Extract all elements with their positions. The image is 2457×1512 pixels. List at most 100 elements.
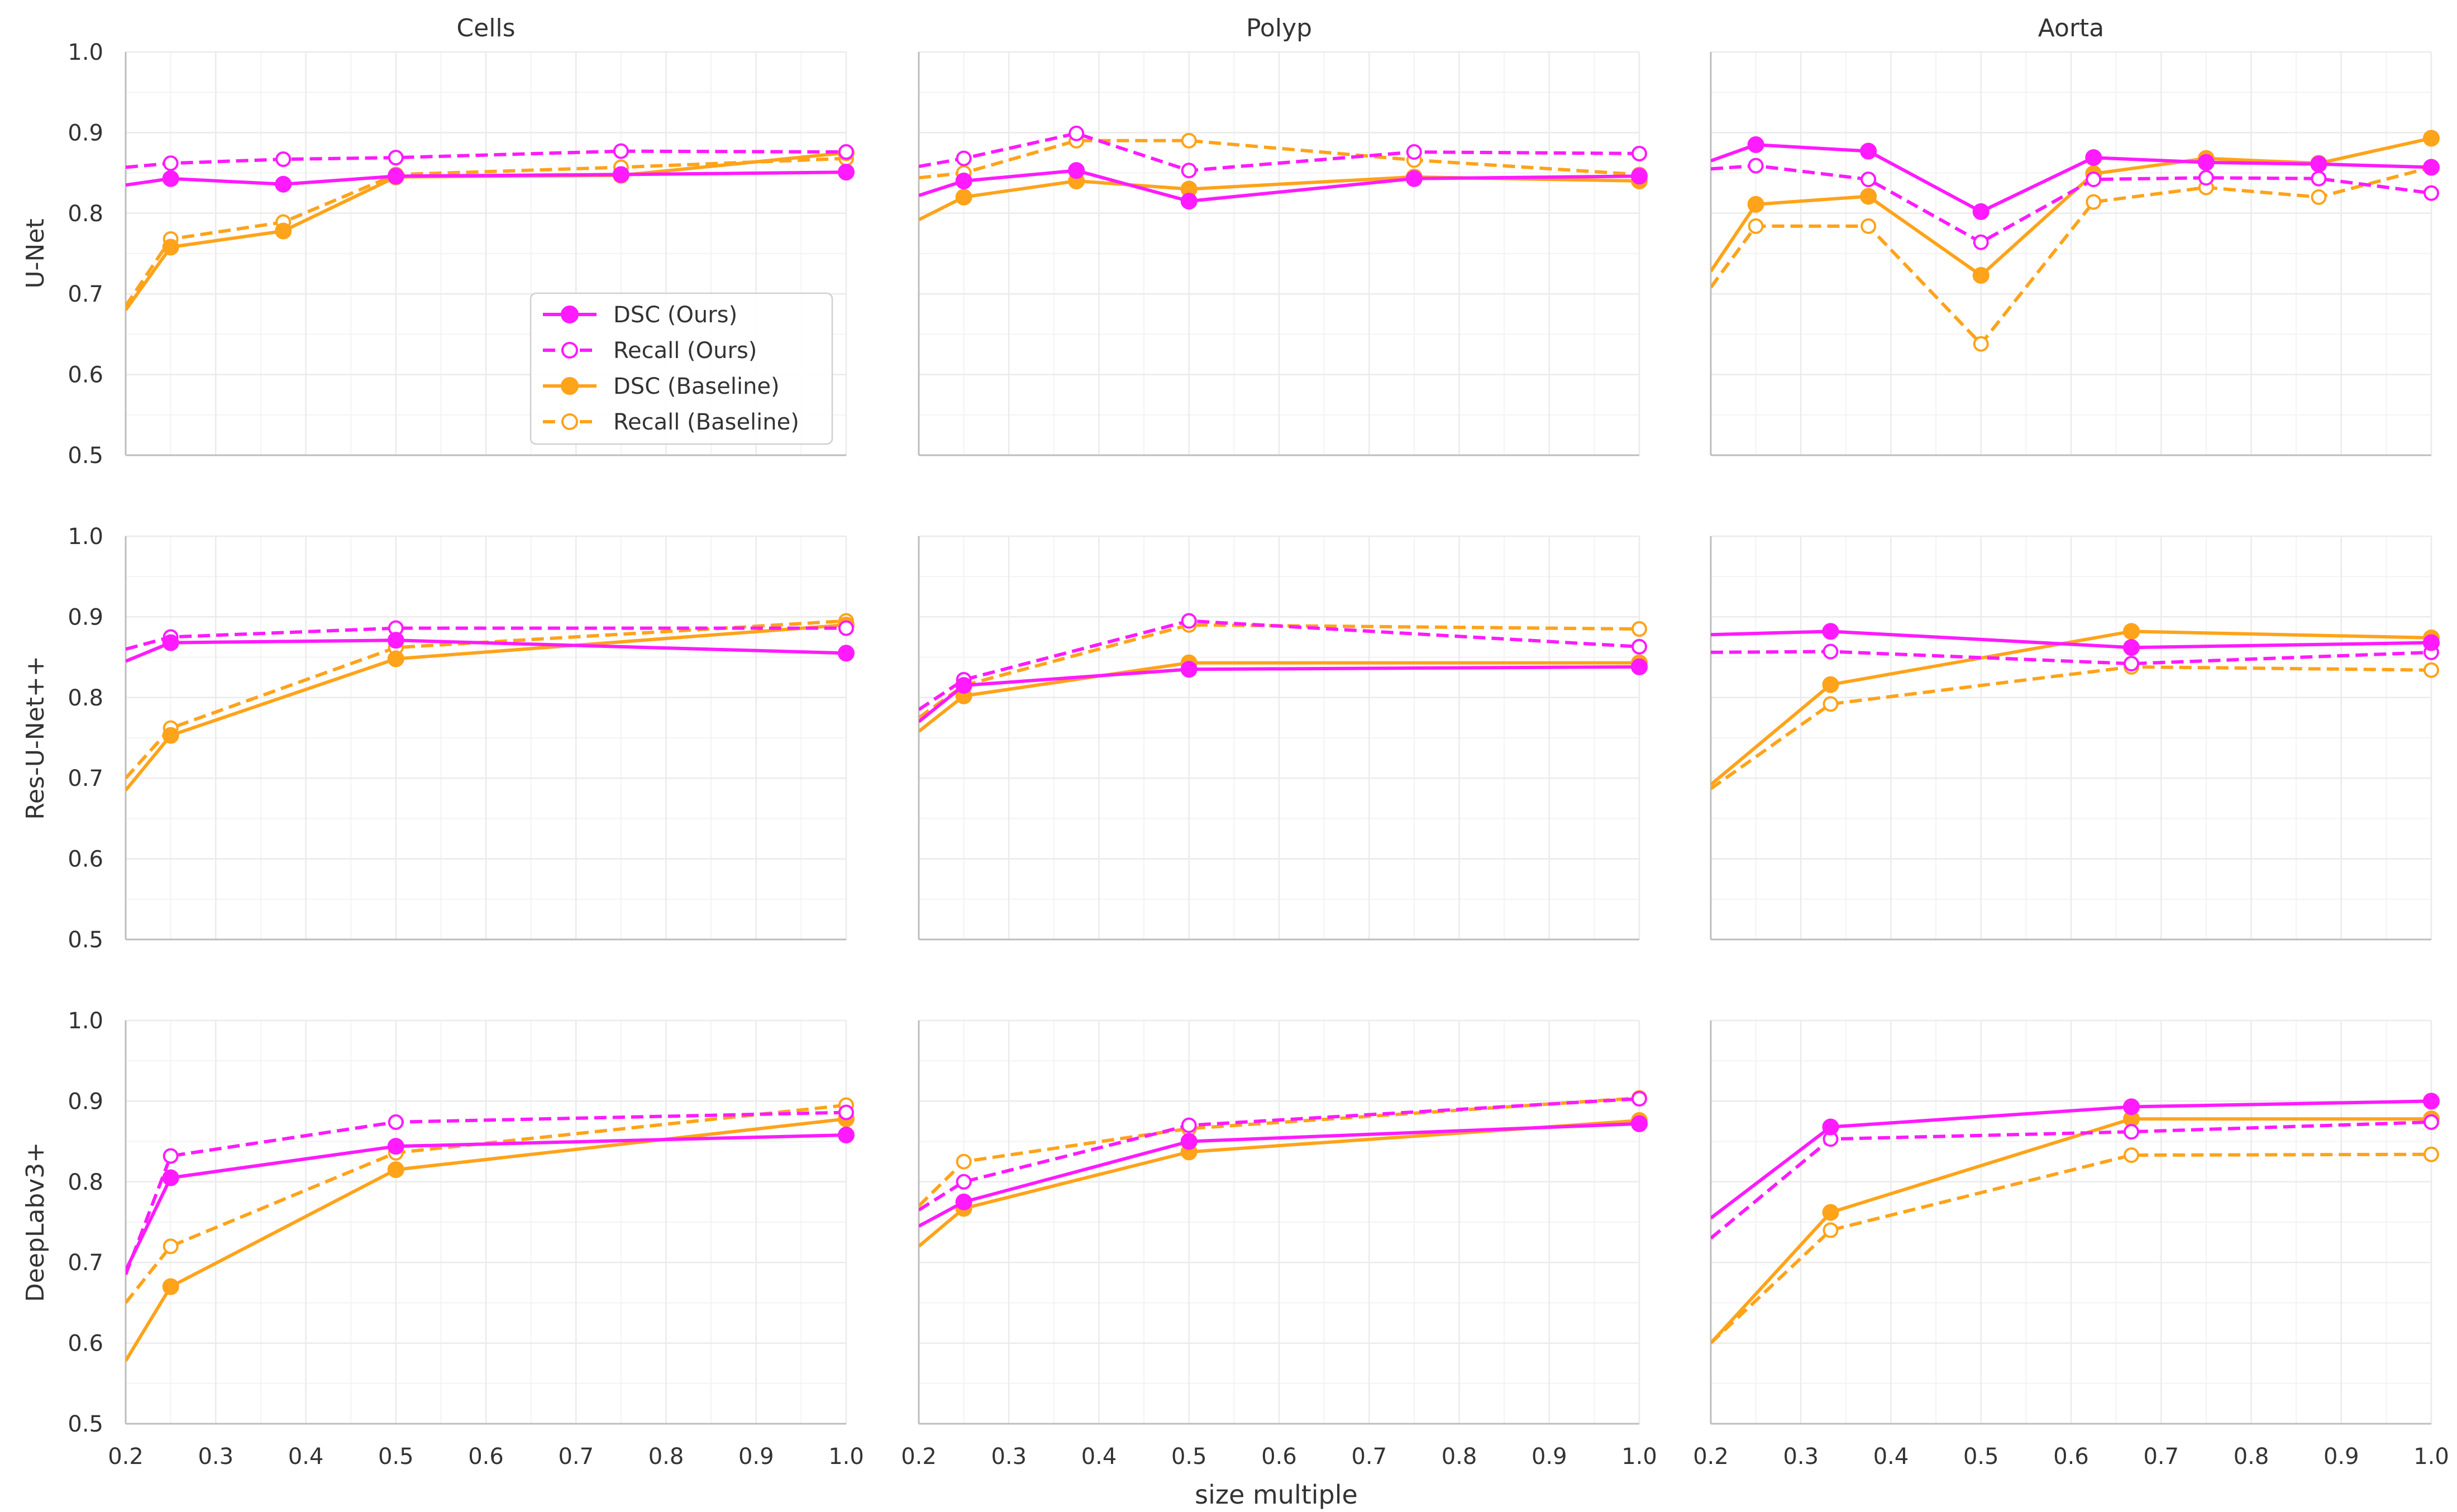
x-tick-label: 0.5 (1171, 1444, 1207, 1470)
y-tick-label: 0.5 (68, 927, 103, 953)
x-tick-label: 0.4 (288, 1444, 324, 1470)
legend-entry-dsc-ours: DSC (Ours) (543, 302, 737, 328)
panel-deeplabv3-polyp: 0.2 0.3 0.4 0.5 0.6 0.7 0.8 0.9 1.0 (901, 1019, 1657, 1470)
x-tick-label: 0.6 (468, 1444, 504, 1470)
data-point-recall-ours (2198, 170, 2214, 186)
series-line-dsc-baseline (1711, 629, 2432, 786)
series-layer (919, 1090, 1648, 1248)
series-dsc-ours (126, 632, 855, 663)
data-point-dsc-ours (2123, 1098, 2140, 1115)
data-point-dsc-baseline (1972, 266, 1990, 284)
data-point-dsc-ours (1631, 168, 1648, 185)
legend-label: Recall (Ours) (613, 338, 757, 364)
data-point-dsc-ours (1068, 162, 1085, 179)
x-tick-label: 0.4 (1081, 1444, 1117, 1470)
legend: DSC (Ours) Recall (Ours) DSC (Baseline) Rec… (529, 292, 833, 445)
data-point-recall-ours (1631, 638, 1647, 655)
series-line-dsc-ours (1711, 1099, 2432, 1220)
data-point-dsc-baseline (1860, 188, 1877, 205)
y-tick-label: 0.6 (68, 363, 103, 388)
data-point-dsc-ours (955, 677, 972, 694)
data-point-recall-ours (1631, 145, 1647, 161)
x-tick-label: 0.3 (1783, 1444, 1819, 1470)
series-line-recall-ours (919, 1097, 1640, 1211)
legend-swatch-marker (561, 377, 579, 395)
x-tick-label: 0.9 (1532, 1444, 1567, 1470)
x-tick-label: 0.9 (738, 1444, 774, 1470)
legend-entry-recall-baseline: Recall (Baseline) (543, 409, 799, 435)
data-point-recall-ours (2086, 171, 2102, 188)
series-recall-ours (126, 143, 854, 171)
data-point-recall-ours (388, 150, 404, 166)
data-point-dsc-ours (2423, 1093, 2440, 1110)
series-line-dsc-ours (1711, 143, 2432, 213)
data-point-dsc-ours (387, 168, 404, 185)
series-layer (919, 125, 1648, 222)
series-line-recall-ours (126, 1110, 847, 1275)
x-tick-label: 0.2 (1693, 1444, 1729, 1470)
data-point-dsc-ours (162, 170, 179, 187)
series-line-recall-ours (1711, 164, 2432, 244)
data-point-recall-ours (838, 1104, 854, 1120)
data-point-recall-baseline (2423, 1146, 2439, 1162)
series-line-dsc-ours (126, 1133, 847, 1271)
series-dsc-ours (1711, 136, 2440, 220)
data-point-recall-ours (1748, 158, 1764, 174)
series-layer (1711, 623, 2440, 790)
data-point-recall-baseline (1973, 336, 1989, 352)
y-tick-label: 0.5 (68, 1411, 103, 1437)
data-point-recall-ours (2311, 170, 2327, 187)
series-dsc-ours (126, 1127, 855, 1271)
data-point-dsc-ours (1747, 136, 1764, 154)
panel-grid: Cells Polyp Aorta U-Net Res-U-Net++ DeepLabv3… (21, 14, 2449, 1470)
series-recall-ours (126, 1104, 854, 1275)
legend-frame (529, 292, 833, 445)
data-point-dsc-baseline (387, 650, 404, 667)
series-line-dsc-ours (919, 665, 1640, 723)
row-label-res-u-net: Res-U-Net++ (21, 656, 50, 820)
x-axis-label: size multiple (1195, 1480, 1358, 1510)
data-point-recall-ours (956, 150, 972, 166)
data-point-dsc-ours (162, 634, 179, 651)
data-point-recall-baseline (956, 1153, 972, 1170)
data-point-recall-baseline (2311, 189, 2327, 205)
data-point-dsc-ours (1180, 1133, 1198, 1150)
data-point-dsc-ours (838, 164, 855, 181)
data-point-recall-ours (1860, 171, 1877, 188)
data-point-dsc-baseline (162, 727, 179, 744)
series-line-dsc-baseline (126, 1117, 847, 1362)
series-layer (126, 613, 855, 791)
legend-swatch-marker (561, 342, 578, 359)
series-line-recall-baseline (1711, 665, 2432, 790)
series-line-dsc-ours (126, 638, 847, 663)
data-point-recall-baseline (2423, 662, 2439, 678)
series-line-dsc-baseline (126, 623, 847, 791)
series-line-dsc-baseline (126, 151, 847, 311)
x-tick-label: 0.7 (558, 1444, 594, 1470)
series-recall-baseline (1711, 1146, 2439, 1344)
x-tick-label: 0.3 (991, 1444, 1027, 1470)
data-point-recall-baseline (1181, 132, 1197, 149)
x-tick-label: 0.7 (2143, 1444, 2179, 1470)
data-point-dsc-ours (387, 632, 404, 649)
data-point-dsc-ours (162, 1169, 179, 1186)
legend-entry-recall-ours: Recall (Ours) (543, 338, 757, 364)
data-point-recall-ours (2423, 1114, 2439, 1130)
data-point-dsc-baseline (162, 239, 179, 256)
series-recall-ours (919, 125, 1647, 179)
series-line-recall-ours (1711, 650, 2432, 666)
data-point-recall-ours (2124, 656, 2140, 672)
panel-u-net-aorta (1710, 51, 2440, 456)
series-dsc-ours (919, 658, 1648, 723)
panel-deeplabv3-aorta: 0.2 0.3 0.4 0.5 0.6 0.7 0.8 0.9 1.0 (1693, 1019, 2449, 1470)
data-point-dsc-baseline (387, 1161, 404, 1179)
legend-swatch-marker (561, 413, 578, 430)
data-point-dsc-ours (1822, 623, 1839, 640)
x-tick-label: 0.5 (378, 1444, 414, 1470)
x-tick-label: 0.5 (1963, 1444, 1999, 1470)
data-point-recall-ours (1181, 1117, 1197, 1133)
data-point-recall-baseline (2086, 194, 2102, 210)
y-tick-label: 0.7 (68, 1250, 103, 1276)
series-layer (1711, 130, 2440, 352)
data-point-dsc-baseline (1822, 1204, 1839, 1221)
